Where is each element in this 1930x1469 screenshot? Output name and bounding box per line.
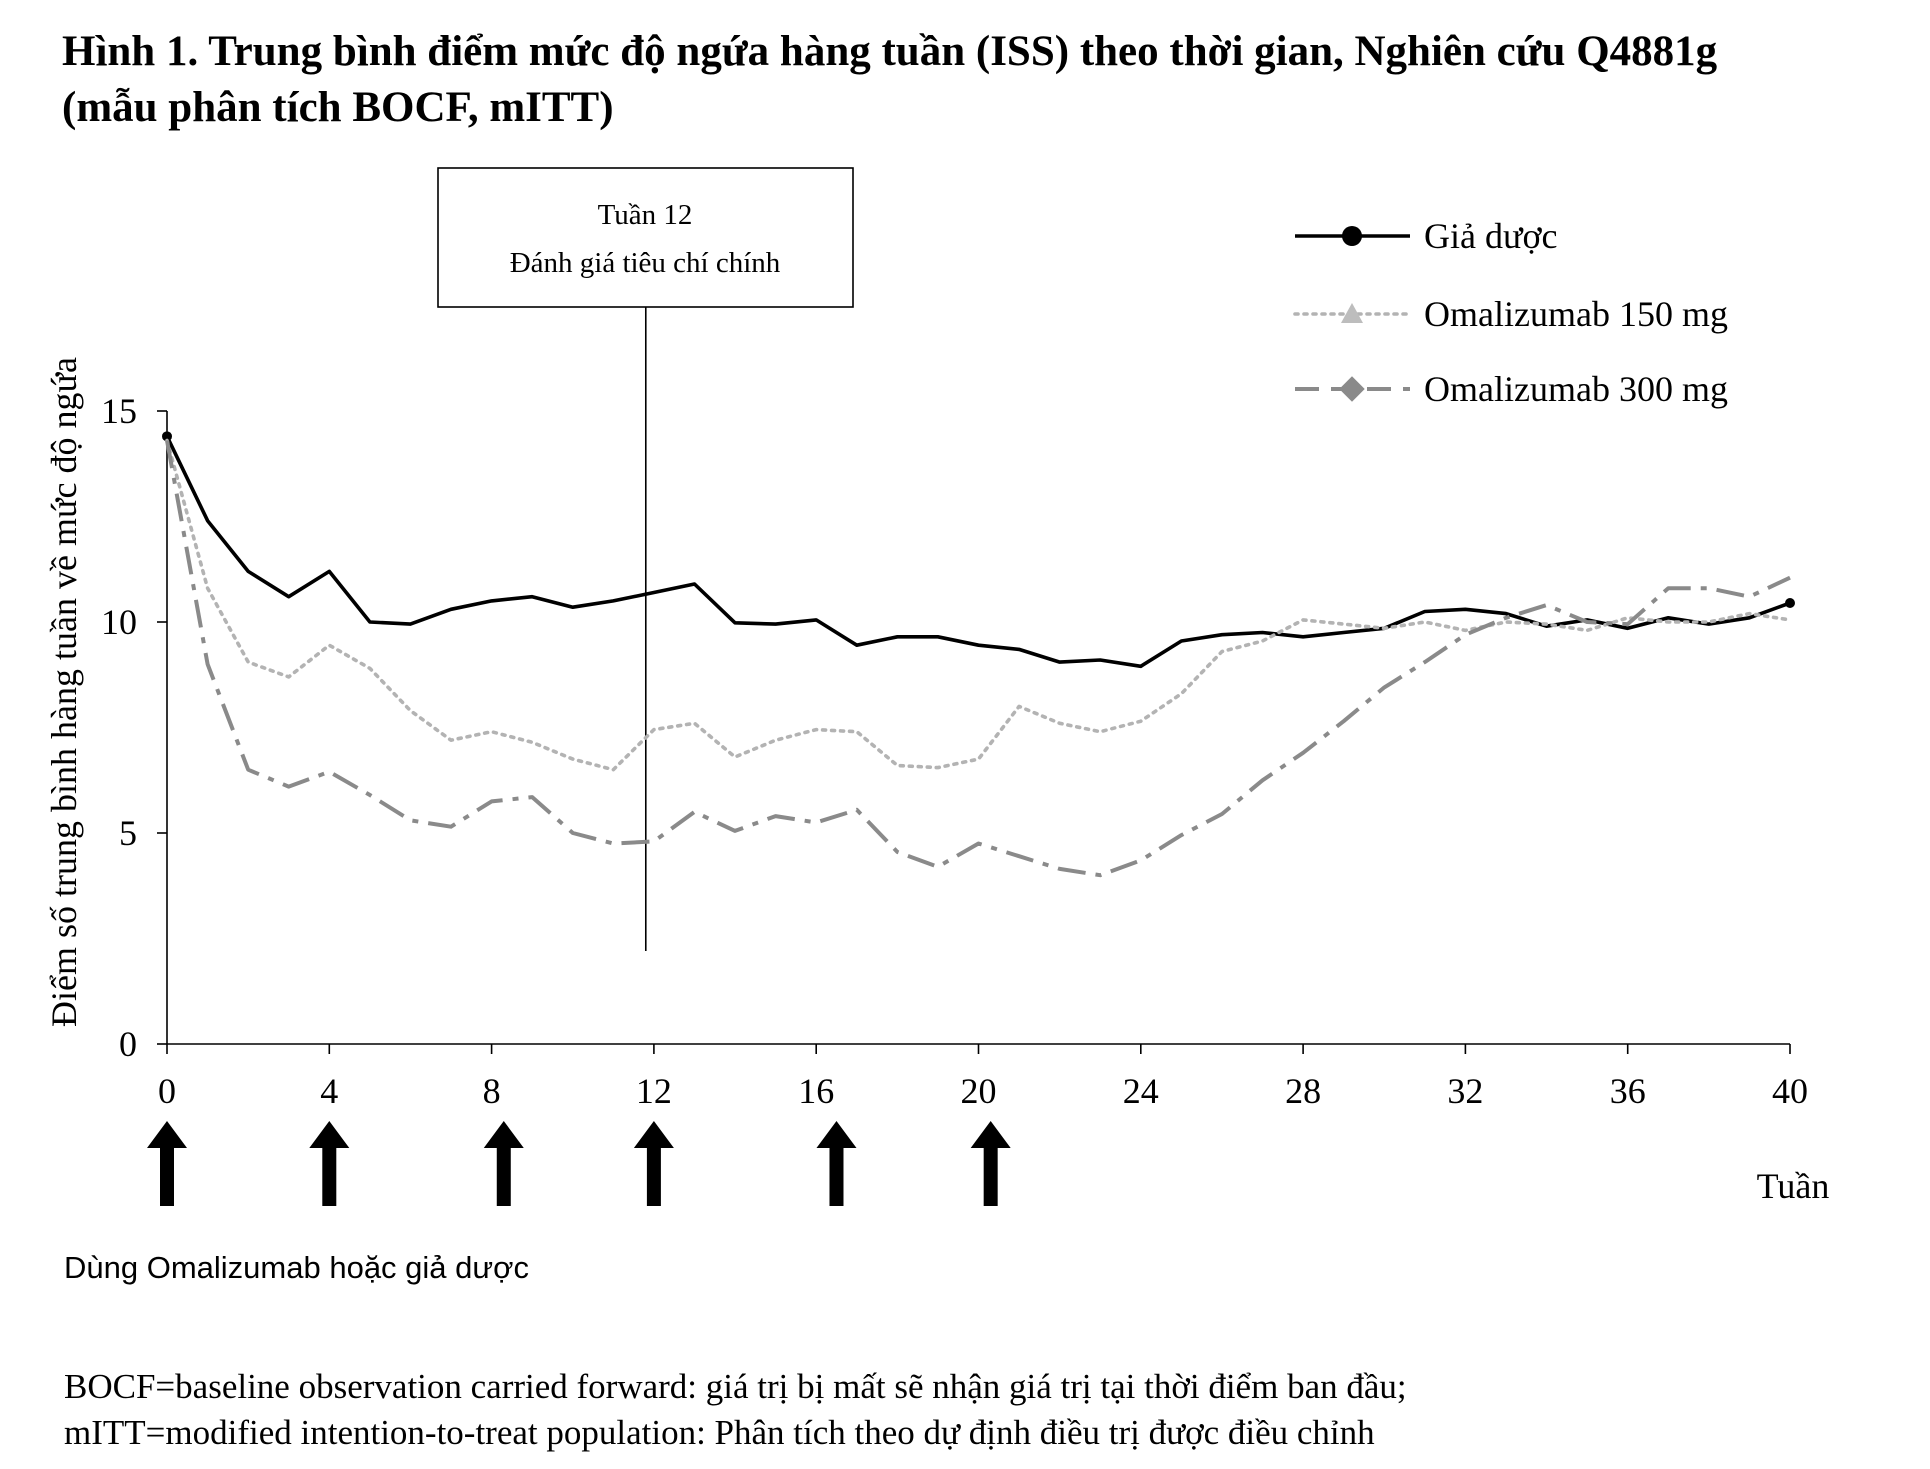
x-tick-label: 24: [1123, 1071, 1159, 1111]
footnote: BOCF=baseline observation carried forwar…: [64, 1364, 1904, 1456]
x-axis-label: Tuần: [1757, 1166, 1830, 1206]
annotation-line-2: Đánh giá tiêu chí chính: [510, 247, 781, 279]
series-line-2: [165, 438, 1792, 772]
x-tick-label: 20: [961, 1071, 997, 1111]
dose-arrows: [147, 1121, 1011, 1206]
dose-arrow: [970, 1121, 1011, 1206]
dose-arrow: [633, 1121, 674, 1206]
x-tick-label: 40: [1772, 1071, 1808, 1111]
x-tick-label: 4: [320, 1071, 338, 1111]
legend-label-2: Omalizumab 150 mg: [1424, 294, 1728, 334]
x-tick-label: 8: [483, 1071, 501, 1111]
annotation-line-1: Tuần 12: [598, 199, 693, 231]
footnote-line-1: BOCF=baseline observation carried forwar…: [64, 1367, 1407, 1406]
series-line-3: [165, 440, 1791, 878]
x-tick-label: 36: [1610, 1071, 1646, 1111]
dose-arrow: [483, 1121, 524, 1206]
legend: Giả dược Omalizumab 150 mg Omalizumab 300 …: [1293, 216, 1728, 409]
title-line-2: (mẫu phân tích BOCF, mITT): [62, 84, 614, 131]
legend-label-3: Omalizumab 300 mg: [1424, 369, 1728, 409]
footnote-line-2: mITT=modified intention-to-treat populat…: [64, 1413, 1375, 1452]
dose-arrow: [309, 1121, 350, 1206]
legend-marker-triangle: [1341, 303, 1363, 323]
y-tick-label: 10: [101, 602, 137, 642]
x-tick-label: 28: [1285, 1071, 1321, 1111]
series-point: [1785, 598, 1795, 609]
series-line-1: [165, 435, 1791, 669]
title-line-1: Hình 1. Trung bình điểm mức độ ngứa hàng…: [62, 28, 1718, 75]
y-tick-label: 0: [119, 1024, 137, 1064]
figure-title: Hình 1. Trung bình điểm mức độ ngứa hàng…: [62, 24, 1902, 136]
y-tick-label: 15: [101, 391, 137, 431]
x-tick-label: 16: [798, 1071, 834, 1111]
legend-label-1: Giả dược: [1424, 216, 1558, 256]
y-axis-label: Điểm số trung bình hàng tuần về mức độ n…: [44, 357, 84, 1027]
dose-arrow: [147, 1121, 187, 1206]
x-tick-label: 0: [158, 1071, 176, 1111]
week-12-annotation: Tuần 12 Đánh giá tiêu chí chính: [437, 167, 854, 308]
x-tick-label: 12: [636, 1071, 672, 1111]
y-tick-label: 5: [119, 813, 137, 853]
dosing-note: Dùng Omalizumab hoặc giả dược: [64, 1250, 529, 1285]
legend-marker-diamond: [1339, 376, 1365, 402]
x-tick-label: 32: [1447, 1071, 1483, 1111]
legend-marker-circle: [1342, 226, 1362, 246]
dose-arrow: [816, 1121, 857, 1206]
series-point: [162, 431, 172, 442]
annotation-box: [437, 167, 854, 308]
plot-area: 0 5 10 15 0 4 8 12 16 20 24 28 32 36 40: [101, 307, 1808, 1111]
